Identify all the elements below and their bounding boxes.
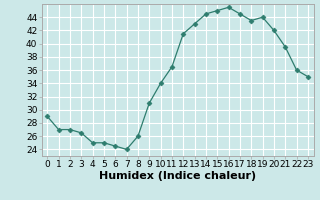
- X-axis label: Humidex (Indice chaleur): Humidex (Indice chaleur): [99, 171, 256, 181]
